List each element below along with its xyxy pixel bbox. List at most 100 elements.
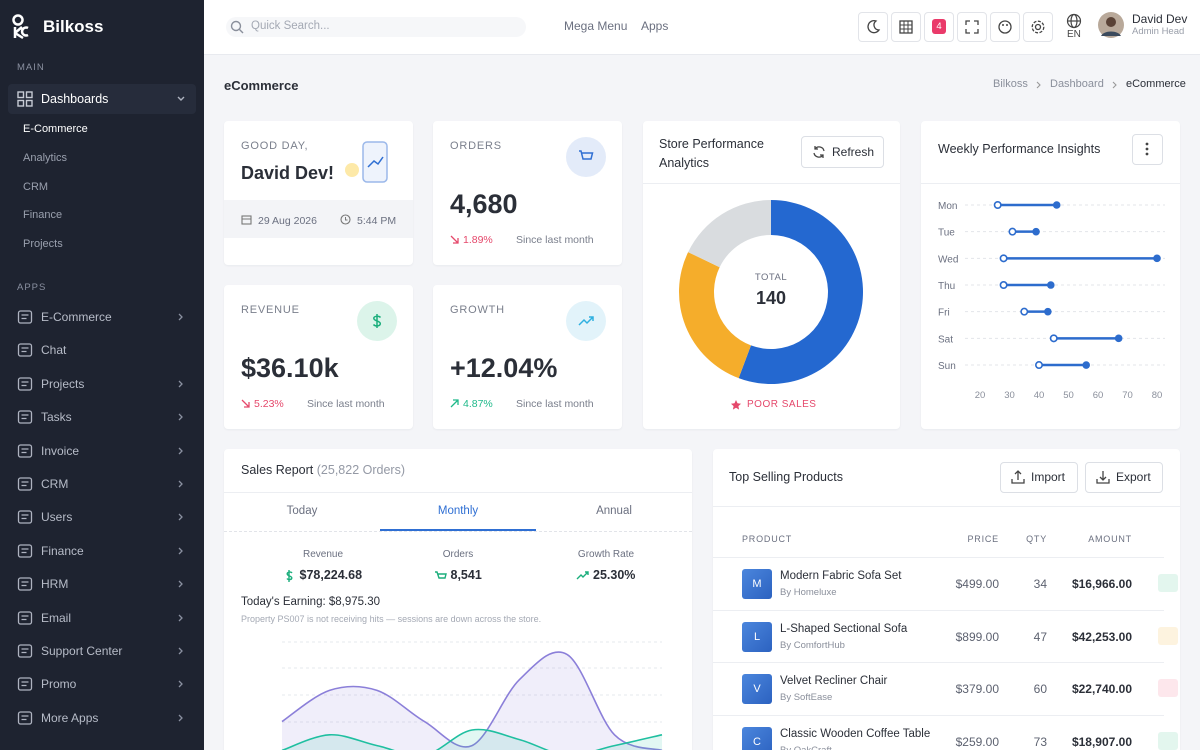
product-price: $499.00 xyxy=(955,577,999,591)
nav-icon-part xyxy=(17,343,33,358)
stat-icon-bg xyxy=(566,137,606,177)
nav-icon-part xyxy=(17,644,33,658)
nav-icon-part xyxy=(21,681,29,687)
product-vendor: By SoftEase xyxy=(780,692,833,703)
chevron xyxy=(178,647,183,655)
toolbar-button[interactable] xyxy=(1023,12,1053,42)
end-point xyxy=(1032,227,1040,236)
tab[interactable]: Monthly xyxy=(437,505,479,517)
chevron xyxy=(178,714,183,722)
refresh-button[interactable] xyxy=(801,136,884,168)
end-point xyxy=(1047,281,1055,289)
trend-arrow xyxy=(241,399,250,408)
nav-icon xyxy=(17,91,33,107)
sidebar: Bilkoss MAIN Dashboards APPS E-Commerce A… xyxy=(0,0,204,750)
metric-icon xyxy=(434,571,447,579)
donut-segment xyxy=(738,200,864,384)
start-point xyxy=(999,281,1008,290)
end-point xyxy=(1082,361,1090,369)
chevron xyxy=(178,580,183,588)
search-box[interactable] xyxy=(226,17,526,37)
stat-icon xyxy=(578,316,594,326)
category-label: Thu xyxy=(938,281,955,292)
nav-icon xyxy=(17,644,33,658)
chevron xyxy=(178,447,183,455)
tab[interactable]: Today xyxy=(286,505,318,517)
nav-subitem[interactable]: CRM xyxy=(23,180,49,193)
stat-card: GROWTH +12.04% 4.87% Since last month xyxy=(433,285,622,429)
nav-label[interactable]: Projects xyxy=(41,376,85,391)
top-link[interactable]: Mega Menu xyxy=(564,19,628,33)
chevron-part xyxy=(178,413,183,421)
toolbar-icon-part xyxy=(1031,20,1045,34)
brand-logo xyxy=(12,14,29,40)
stat-icon-part xyxy=(372,314,382,328)
import-button[interactable] xyxy=(1000,462,1078,493)
nav-subitem[interactable]: Projects xyxy=(23,238,63,251)
sales-status: POOR SALES xyxy=(747,399,817,410)
nav-icon-part xyxy=(21,581,29,587)
nav-subitem[interactable]: Finance xyxy=(23,209,63,222)
nav-icon xyxy=(17,343,33,358)
top-link[interactable]: Apps xyxy=(641,19,669,33)
nav-label[interactable]: Tasks xyxy=(41,410,72,425)
section-label: MAIN xyxy=(17,62,45,73)
breadcrumb-item[interactable]: Dashboard xyxy=(1050,78,1104,90)
toolbar-button[interactable] xyxy=(891,12,921,42)
nav-label[interactable]: More Apps xyxy=(41,710,99,725)
product-qty: 60 xyxy=(1033,682,1047,696)
toolbar-button[interactable] xyxy=(957,12,987,42)
start-point xyxy=(999,254,1008,263)
avatar[interactable] xyxy=(1098,12,1124,38)
nav-subitem[interactable]: Analytics xyxy=(23,151,68,164)
stat-change: 4.87% xyxy=(463,398,493,410)
stat-value: +12.04% xyxy=(450,353,558,383)
category-label: Sun xyxy=(938,361,956,372)
nav-icon xyxy=(17,544,33,558)
nav-label[interactable]: Support Center xyxy=(41,644,123,658)
nav-label[interactable]: Users xyxy=(41,510,73,525)
product-avatar: M xyxy=(742,569,772,599)
stat-icon-part xyxy=(579,150,594,160)
nav-subitem[interactable]: E-Commerce xyxy=(23,123,88,135)
status-badge xyxy=(1158,679,1178,697)
export-button[interactable] xyxy=(1085,462,1163,493)
nav-label[interactable]: Promo xyxy=(41,677,77,692)
globe-icon[interactable] xyxy=(1066,13,1082,29)
tab[interactable]: Annual xyxy=(596,505,632,517)
donut-segment xyxy=(688,200,771,268)
divider xyxy=(224,531,692,532)
clock-icon xyxy=(340,214,351,225)
note: Property PS007 is not receiving hits — s… xyxy=(241,614,542,624)
card-title: Sales Report (25,822 Orders) xyxy=(241,463,405,477)
toolbar-button[interactable] xyxy=(990,12,1020,42)
metric-icon xyxy=(576,571,589,580)
nav-label[interactable]: Email xyxy=(41,610,72,625)
x-tick-label: 70 xyxy=(1122,390,1133,401)
nav-label[interactable]: Invoice xyxy=(41,443,80,458)
nav-label[interactable]: E-Commerce xyxy=(41,310,112,324)
x-tick-label: 50 xyxy=(1063,390,1074,401)
toolbar-button[interactable] xyxy=(858,12,888,42)
product-avatar: L xyxy=(742,621,772,652)
greeting-footer xyxy=(224,200,413,238)
nav-icon xyxy=(17,443,33,458)
toolbar-button[interactable] xyxy=(924,12,954,42)
nav-label[interactable]: Chat xyxy=(41,343,67,358)
chevron-part xyxy=(178,447,183,455)
chevron xyxy=(178,313,183,321)
nav-label[interactable]: CRM xyxy=(41,477,69,491)
nav-label[interactable]: HRM xyxy=(41,577,69,592)
nav-icon xyxy=(17,610,33,625)
nav-item-active[interactable] xyxy=(8,84,196,114)
nav-icon-part xyxy=(17,477,33,491)
nav-icon xyxy=(17,510,33,525)
greeting-illustration xyxy=(345,141,388,183)
nav-icon-part xyxy=(17,377,33,391)
end-point xyxy=(1052,201,1061,209)
nav-label[interactable]: Finance xyxy=(41,543,84,558)
kebab-icon xyxy=(1145,142,1149,156)
card-title: Weekly Performance Insights xyxy=(938,142,1101,156)
area-fill xyxy=(282,652,661,750)
breadcrumb-item[interactable]: Bilkoss xyxy=(993,78,1028,90)
